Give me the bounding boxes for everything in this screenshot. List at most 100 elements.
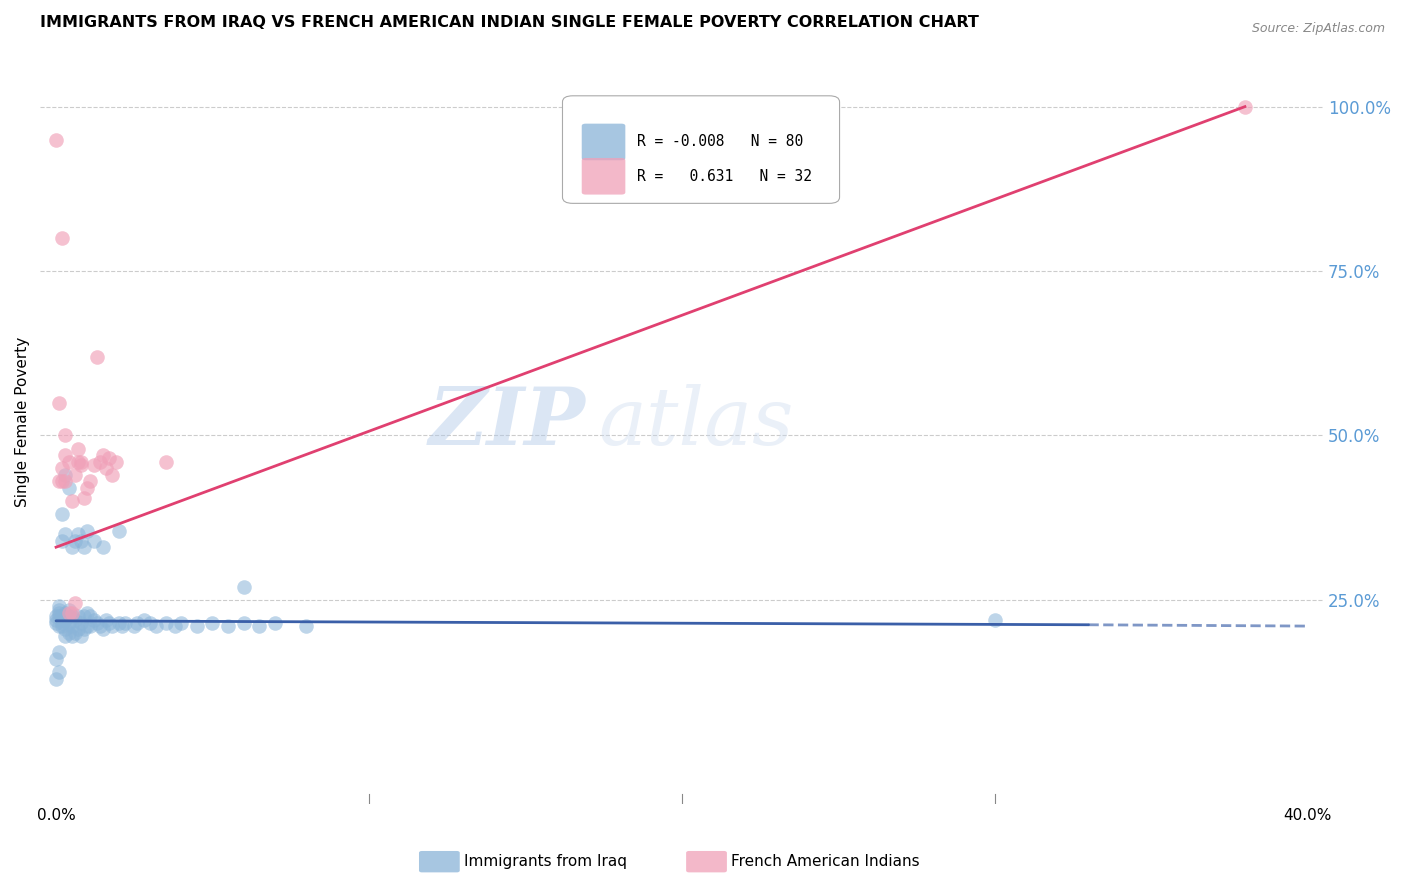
Text: French American Indians: French American Indians	[731, 855, 920, 869]
Point	[70, 629, 93, 643]
Point	[58, 606, 80, 620]
Point	[63, 467, 86, 482]
Point	[76, 606, 98, 620]
Point	[55, 475, 77, 489]
Point	[155, 455, 177, 469]
Point	[983, 613, 1005, 627]
Point	[51, 231, 73, 245]
Point	[51, 615, 73, 630]
Point	[79, 609, 101, 624]
Point	[60, 606, 83, 620]
FancyBboxPatch shape	[562, 95, 839, 203]
Point	[107, 524, 129, 538]
Point	[48, 645, 70, 659]
Y-axis label: Single Female Poverty: Single Female Poverty	[15, 337, 30, 508]
Point	[73, 623, 96, 637]
Point	[60, 494, 83, 508]
Point	[83, 613, 105, 627]
Point	[1233, 100, 1256, 114]
Point	[48, 665, 70, 679]
Point	[104, 455, 127, 469]
Text: R = -0.008   N = 80: R = -0.008 N = 80	[637, 135, 803, 150]
Point	[264, 615, 287, 630]
Point	[98, 451, 121, 466]
Point	[63, 596, 86, 610]
Point	[70, 455, 93, 469]
Point	[55, 606, 77, 620]
Point	[91, 540, 114, 554]
Point	[295, 619, 318, 633]
Point	[55, 428, 77, 442]
Point	[139, 615, 162, 630]
Point	[48, 475, 70, 489]
Point	[45, 652, 67, 666]
Point	[73, 609, 96, 624]
Point	[127, 615, 149, 630]
Point	[55, 613, 77, 627]
FancyBboxPatch shape	[582, 124, 626, 161]
Point	[73, 540, 96, 554]
Point	[58, 615, 80, 630]
Point	[55, 527, 77, 541]
Point	[232, 615, 254, 630]
Point	[55, 629, 77, 643]
Point	[79, 619, 101, 633]
Point	[70, 533, 93, 548]
Point	[58, 481, 80, 495]
Point	[145, 619, 167, 633]
Point	[45, 132, 67, 146]
Text: Source: ZipAtlas.com: Source: ZipAtlas.com	[1251, 22, 1385, 36]
Point	[89, 455, 111, 469]
Point	[73, 491, 96, 505]
Point	[60, 540, 83, 554]
Point	[48, 619, 70, 633]
Point	[48, 606, 70, 620]
Point	[48, 395, 70, 409]
Point	[45, 672, 67, 686]
Point	[76, 481, 98, 495]
Point	[51, 619, 73, 633]
Text: ZIP: ZIP	[429, 384, 585, 461]
Point	[48, 609, 70, 624]
Point	[60, 619, 83, 633]
Point	[58, 625, 80, 640]
Point	[66, 455, 89, 469]
Point	[58, 609, 80, 624]
Point	[186, 619, 208, 633]
Point	[66, 623, 89, 637]
Text: R =   0.631   N = 32: R = 0.631 N = 32	[637, 169, 811, 184]
Point	[170, 615, 193, 630]
Point	[51, 508, 73, 522]
Point	[58, 602, 80, 616]
Point	[91, 448, 114, 462]
Point	[51, 533, 73, 548]
Point	[48, 599, 70, 614]
Point	[66, 442, 89, 456]
Text: Immigrants from Iraq: Immigrants from Iraq	[464, 855, 627, 869]
Point	[60, 629, 83, 643]
Point	[232, 580, 254, 594]
Point	[45, 613, 67, 627]
Point	[201, 615, 224, 630]
Point	[51, 609, 73, 624]
Point	[132, 613, 155, 627]
Point	[66, 527, 89, 541]
Point	[111, 619, 134, 633]
Point	[101, 619, 124, 633]
Point	[55, 623, 77, 637]
Point	[83, 533, 105, 548]
Point	[63, 533, 86, 548]
Point	[70, 458, 93, 472]
Point	[45, 609, 67, 624]
Point	[51, 613, 73, 627]
Point	[91, 623, 114, 637]
Point	[249, 619, 271, 633]
Point	[94, 613, 117, 627]
Point	[76, 619, 98, 633]
Point	[86, 350, 108, 364]
Point	[101, 467, 124, 482]
Text: atlas: atlas	[599, 384, 794, 461]
Point	[94, 461, 117, 475]
Point	[60, 609, 83, 624]
Point	[66, 609, 89, 624]
